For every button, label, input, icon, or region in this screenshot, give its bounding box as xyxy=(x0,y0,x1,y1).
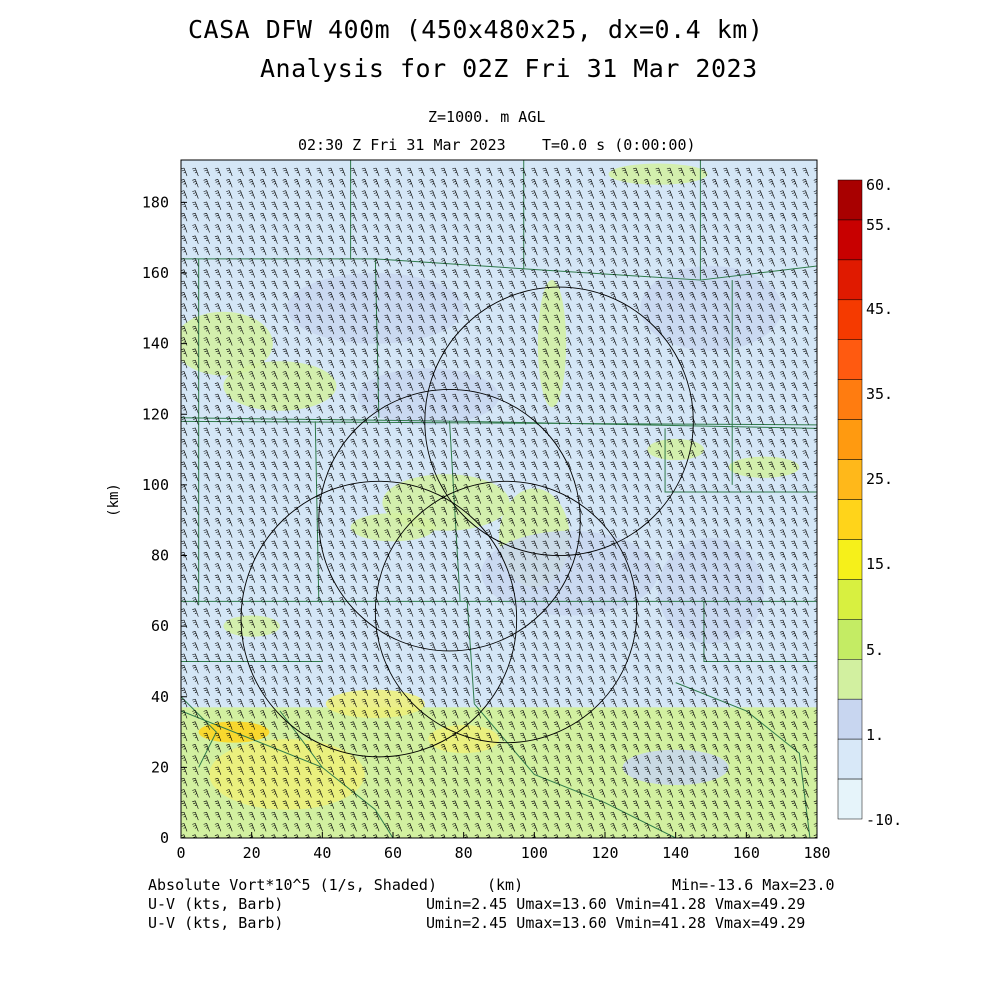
y-tick-label: 60 xyxy=(151,617,169,635)
chart-title-line1: CASA DFW 400m (450x480x25, dx=0.4 km) xyxy=(188,15,764,44)
county-line xyxy=(374,258,380,418)
county-line xyxy=(181,420,817,426)
chart-title-line2: Analysis for 02Z Fri 31 Mar 2023 xyxy=(260,54,758,83)
colorbar-segment xyxy=(837,379,863,420)
colorbar-segment xyxy=(837,179,863,221)
field-blob xyxy=(181,311,273,376)
colorbar-segment xyxy=(837,738,863,780)
x-tick-label: 0 xyxy=(176,844,185,862)
colorbar-label: 15. xyxy=(866,555,893,573)
x-tick-label: 120 xyxy=(591,844,618,862)
y-tick-label: 80 xyxy=(151,547,169,565)
field-blob xyxy=(325,689,425,718)
colorbar-segment xyxy=(837,419,863,460)
min-max-label: Min=-13.6 Max=23.0 xyxy=(672,876,835,894)
county-line xyxy=(675,682,811,838)
valid-time-label: 02:30 Z Fri 31 Mar 2023 xyxy=(298,136,506,154)
colorbar-label: 60. xyxy=(866,176,893,194)
y-tick-label: 180 xyxy=(142,193,169,211)
wind-barb-field xyxy=(181,167,817,838)
radar-ring-3 xyxy=(374,480,638,744)
colorbar-segment xyxy=(837,539,863,580)
x-axis: 0 20 40 60 80 100 120 140 160 180 xyxy=(176,832,831,862)
colorbar-segment xyxy=(837,299,863,340)
field-blob xyxy=(640,265,782,351)
field-blob xyxy=(647,438,704,461)
colorbar-label: -10. xyxy=(866,811,902,829)
barb-label-1: U-V (kts, Barb) xyxy=(148,895,284,913)
field-blob xyxy=(481,530,658,616)
colorbar-segment xyxy=(837,778,863,820)
colorbar: 60. 55. 45. 35. 25. 15. 5. 1. -10. xyxy=(837,176,902,829)
county-line xyxy=(703,601,817,662)
x-tick-label: 40 xyxy=(313,844,331,862)
field-blob xyxy=(537,280,567,408)
radar-ring-4 xyxy=(240,480,518,758)
x-tick-label: 180 xyxy=(803,844,830,862)
field-blob xyxy=(658,537,764,644)
x-tick-label: 60 xyxy=(384,844,402,862)
y-tick-label: 40 xyxy=(151,688,169,706)
county-line xyxy=(181,710,394,838)
wind-barbs xyxy=(181,167,817,838)
forecast-time-label: T=0.0 s (0:00:00) xyxy=(542,136,696,154)
y-axis: 0 20 40 60 80 100 120 140 160 180 xyxy=(142,193,187,847)
barb-stats-2: Umin=2.45 Umax=13.60 Vmin=41.28 Vmax=49.… xyxy=(426,914,806,932)
field-blob xyxy=(357,368,499,425)
county-line xyxy=(181,696,217,768)
colorbar-segment xyxy=(837,259,863,301)
y-tick-label: 100 xyxy=(142,476,169,494)
county-line xyxy=(279,710,323,768)
county-line xyxy=(700,265,817,281)
barb-stats-1: Umin=2.45 Umax=13.60 Vmin=41.28 Vmax=49.… xyxy=(426,895,806,913)
field-blob xyxy=(728,456,800,478)
barb-label-2: U-V (kts, Barb) xyxy=(148,914,284,932)
county-line xyxy=(664,428,817,493)
colorbar-segment xyxy=(837,459,863,500)
level-label: Z=1000. m AGL xyxy=(428,108,546,126)
colorbar-label: 25. xyxy=(866,470,893,488)
field-blob xyxy=(287,272,464,344)
y-tick-label: 20 xyxy=(151,758,169,776)
x-axis-label: (km) xyxy=(487,876,524,894)
x-tick-label: 160 xyxy=(733,844,760,862)
colorbar-segment xyxy=(837,219,863,261)
colorbar-segment xyxy=(837,659,863,700)
county-line xyxy=(314,421,320,602)
y-tick-label: 0 xyxy=(160,829,169,847)
county-line xyxy=(466,601,475,704)
y-tick-label: 160 xyxy=(142,264,169,282)
field-blob xyxy=(428,724,499,754)
colorbar-segment xyxy=(837,339,863,380)
colorbar-label: 45. xyxy=(866,300,893,318)
field-blob xyxy=(223,361,337,411)
y-axis-label: (km) xyxy=(106,483,122,517)
colorbar-label: 5. xyxy=(866,641,884,659)
vorticity-field xyxy=(181,160,817,838)
colorbar-segment xyxy=(837,698,863,740)
x-tick-label: 140 xyxy=(662,844,689,862)
county-line xyxy=(473,703,676,838)
x-tick-label: 100 xyxy=(521,844,548,862)
colorbar-label: 55. xyxy=(866,216,893,234)
field-blob xyxy=(350,513,436,542)
y-tick-label: 120 xyxy=(142,405,169,423)
radar-ring-2 xyxy=(318,389,581,652)
colorbar-segment xyxy=(837,619,863,660)
colorbar-label: 1. xyxy=(866,726,884,744)
radar-ring-1 xyxy=(424,286,694,557)
colorbar-segment xyxy=(837,579,863,620)
y-tick-label: 140 xyxy=(142,335,169,353)
field-label: Absolute Vort*10^5 (1/s, Shaded) xyxy=(148,876,437,894)
radar-range-rings xyxy=(240,286,694,758)
county-line xyxy=(181,258,701,281)
x-tick-label: 80 xyxy=(455,844,473,862)
colorbar-label: 35. xyxy=(866,385,893,403)
plot-frame xyxy=(180,159,818,839)
colorbar-segment xyxy=(837,499,863,540)
x-tick-label: 20 xyxy=(243,844,261,862)
field-blob xyxy=(209,739,365,810)
